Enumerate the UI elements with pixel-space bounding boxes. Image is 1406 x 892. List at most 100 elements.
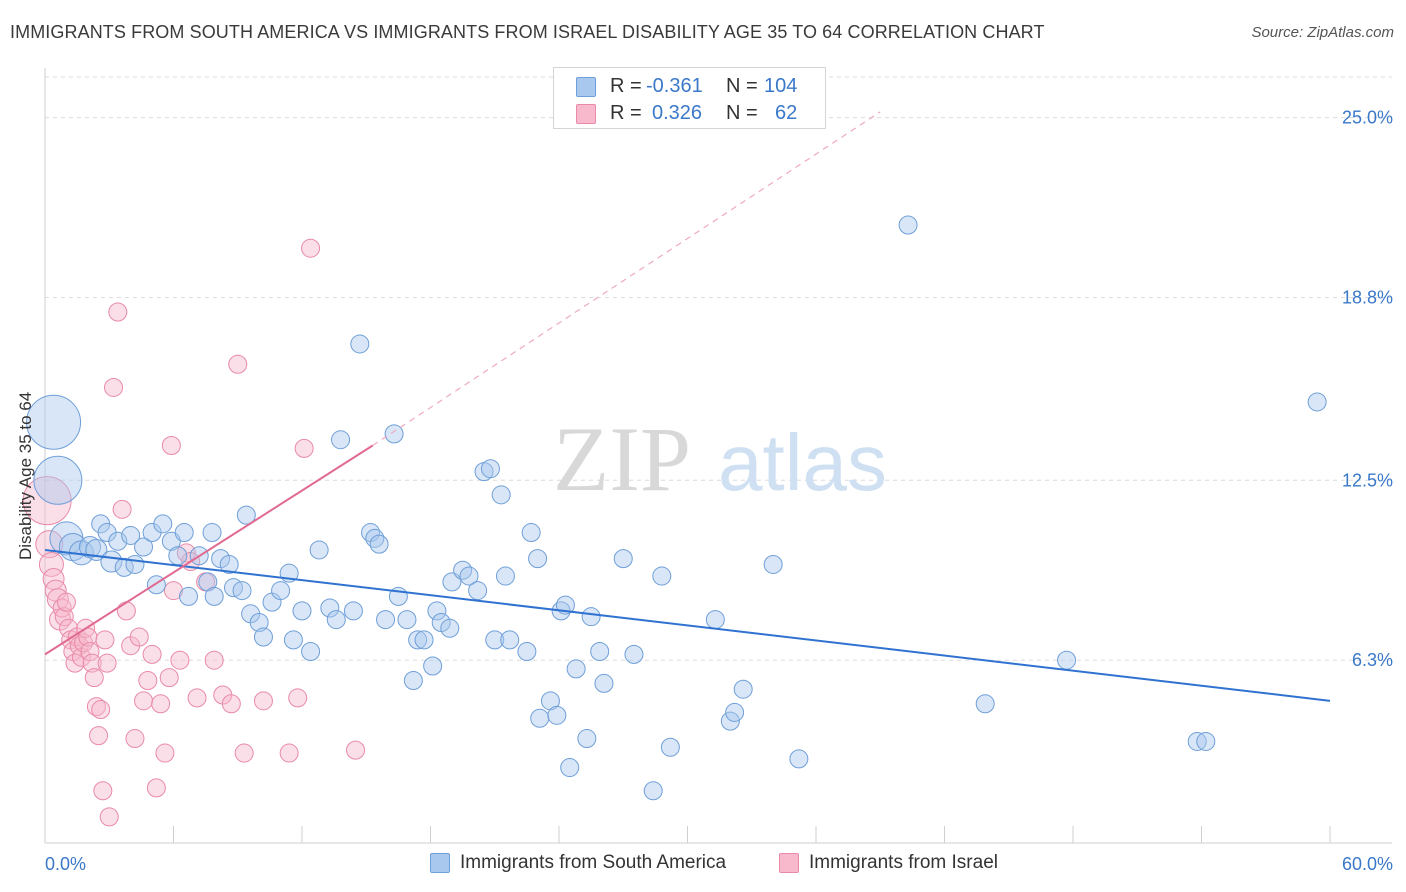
south-america-point [530,708,550,728]
legend-row-israel: R = 0.326 N = 62 [576,102,816,128]
israel-point [279,743,299,763]
south-america-point [376,610,396,630]
south-america-point [174,523,194,543]
south-america-point [495,566,515,586]
south-america-point [326,610,346,630]
south-america-point [108,531,128,551]
bottom-legend-swatch-blue [430,853,450,873]
x-tick-label: 0.0% [45,854,86,874]
y-axis-label: Disability Age 35 to 64 [16,391,35,560]
south-america-point [397,610,417,630]
south-america-point [480,459,500,479]
y-tick-label: 6.3% [1352,650,1393,670]
south-america-point [178,586,198,606]
israel-point [112,499,132,519]
israel-point [187,688,207,708]
south-america-point [343,601,363,621]
south-america-trend-line [44,548,1331,702]
south-america-point [232,581,252,601]
y-tick-label: 18.8% [1342,288,1393,308]
south-america-point [283,630,303,650]
south-america-point [202,523,222,543]
south-america-point [78,536,101,559]
south-america-point [581,607,601,627]
south-america-point [33,455,83,505]
israel-point [159,668,179,688]
south-america-point [485,630,505,650]
south-america-point [125,554,145,574]
south-america-point [408,630,428,650]
israel-point [80,642,100,661]
south-america-point [301,642,321,661]
south-america-point [219,554,239,574]
south-america-point [168,546,188,566]
israel-point [164,581,183,601]
israel-point [155,743,175,763]
israel-trend-line [44,444,374,656]
south-america-point [643,781,663,801]
south-america-point [547,705,567,725]
south-america-point [624,644,644,664]
south-america-point [198,572,218,592]
south-america-point [134,537,154,557]
south-america-point [720,711,740,731]
y-tick-label: 12.5% [1342,470,1393,490]
south-america-point [725,702,745,722]
south-america-point [652,566,672,586]
south-america-point [763,554,783,574]
tick-labels: 6.3% 12.5% 18.8% 25.0% 0.0% 60.0% [45,108,1393,874]
israel-point [104,377,124,397]
legend-n-value: 62 [775,102,798,124]
south-america-point [249,612,269,632]
south-america-point [613,549,633,569]
legend-r-label: R = [610,102,642,124]
israel-point [108,302,128,322]
south-america-point [350,334,370,354]
israel-point [138,671,158,691]
trend-lines [44,111,1331,702]
israel-point [56,592,76,612]
south-america-point [975,694,995,714]
south-america-point [26,394,82,450]
israel-point [151,694,171,714]
south-america-point [204,586,224,606]
south-america-point [253,627,273,647]
south-america-point [121,525,141,545]
bottom-legend-south-america: Immigrants from South America [430,851,750,877]
israel-point [204,650,224,670]
south-america-point [560,758,580,778]
south-america-point [1307,392,1327,412]
israel-point [91,700,111,720]
israel-point [146,778,166,798]
israel-point [129,627,149,647]
israel-trend-extension [372,111,881,446]
south-america-point [423,656,443,676]
israel-point [134,691,154,711]
series-south-america-points [26,215,1327,801]
axes [44,68,1392,844]
israel-point [125,729,145,749]
south-america-point [292,601,312,621]
south-america-point [403,671,423,691]
south-america-point [566,659,586,679]
israel-point [228,354,248,374]
south-america-point [898,215,918,235]
israel-point [99,807,119,827]
south-america-point [660,737,680,757]
south-america-point [468,581,488,601]
south-america-point [414,630,434,650]
south-america-point [236,505,256,525]
israel-point [221,694,241,714]
israel-point [84,668,104,688]
south-america-point [500,630,520,650]
south-america-point [1057,650,1077,670]
south-america-point [153,514,173,534]
legend-n-value: 104 [764,75,798,97]
south-america-point [309,540,329,560]
israel-point [301,238,321,258]
south-america-point [789,749,809,769]
bottom-legend-swatch-pink [779,853,799,873]
israel-point [346,740,366,760]
south-america-point [590,642,610,661]
